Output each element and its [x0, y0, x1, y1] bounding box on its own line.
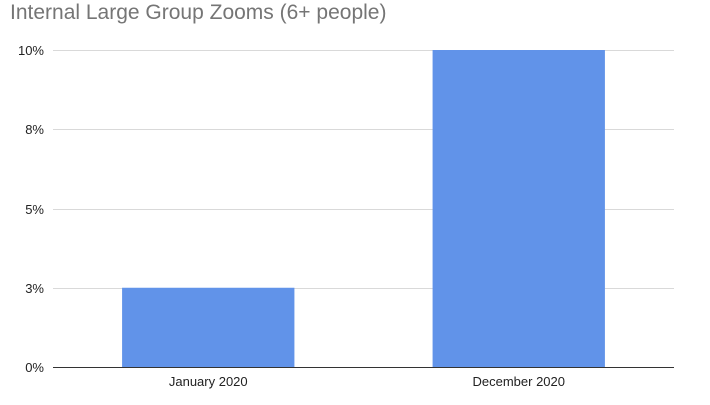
x-tick-label: December 2020: [473, 374, 566, 389]
y-tick-label: 5%: [25, 202, 44, 217]
x-tick-label: January 2020: [169, 374, 248, 389]
y-tick-label: 0%: [25, 360, 44, 375]
y-tick-label: 3%: [25, 281, 44, 296]
bar: [122, 287, 295, 367]
bar-layer: [122, 50, 605, 367]
y-tick-label: 8%: [25, 122, 44, 137]
y-tick-label: 10%: [18, 43, 44, 58]
label-layer: 0% 3% 5% 8% 10% January 2020 December 2020: [18, 43, 565, 389]
bar: [432, 50, 605, 367]
chart-title: Internal Large Group Zooms (6+ people): [10, 1, 387, 24]
